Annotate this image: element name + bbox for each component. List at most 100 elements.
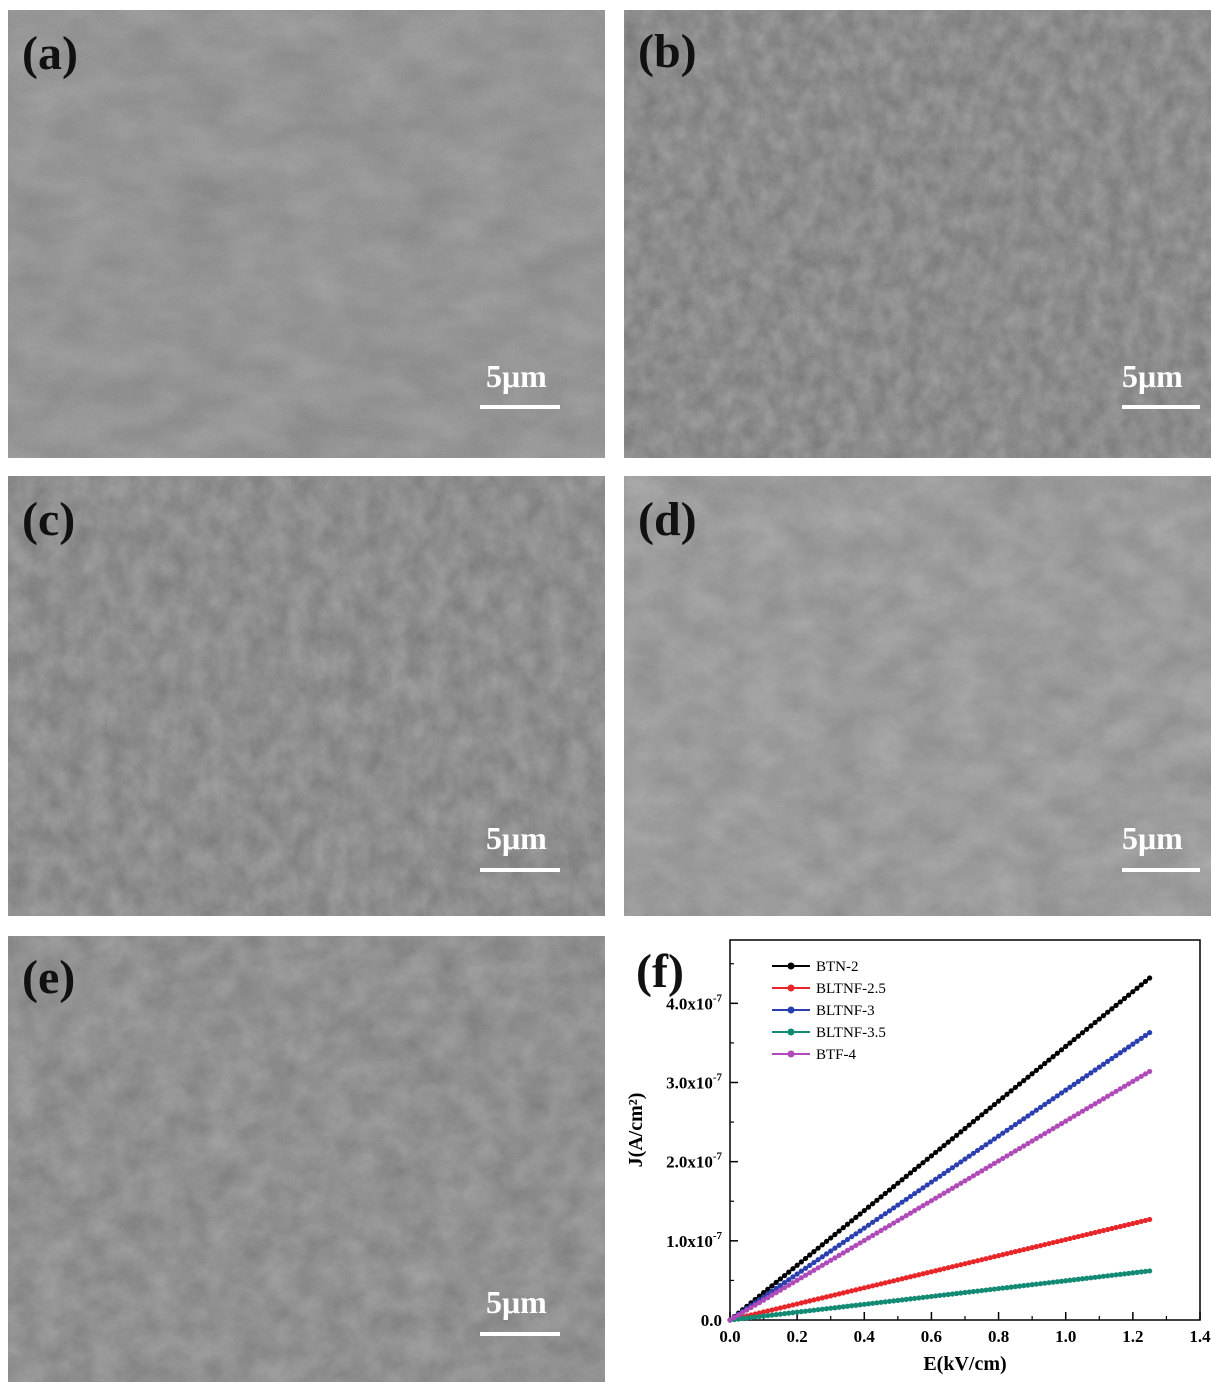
data-point <box>865 1222 872 1228</box>
data-point <box>874 1197 880 1203</box>
legend-label: BLTNF-3.5 <box>816 1025 886 1041</box>
data-point <box>1025 1282 1031 1288</box>
data-point <box>1046 1128 1052 1134</box>
data-point <box>844 1303 851 1309</box>
data-point <box>798 1309 804 1315</box>
data-point <box>744 1315 750 1321</box>
data-point <box>1113 1002 1119 1008</box>
data-point <box>1029 1245 1035 1251</box>
panel-label-a: (a) <box>22 27 78 80</box>
data-point <box>1142 978 1149 985</box>
data-point <box>865 1301 872 1307</box>
data-point <box>991 1136 997 1142</box>
data-point <box>933 1176 939 1182</box>
data-point <box>1054 1093 1060 1099</box>
data-point <box>828 1293 834 1299</box>
sem-image-d: (d) 5μm <box>624 476 1211 916</box>
data-point <box>903 1275 909 1281</box>
data-point <box>962 1261 968 1267</box>
data-point <box>798 1268 804 1274</box>
jv-chart: 0.0 0.2 0.4 0.6 0.8 1.0 1.2 1.4 0.0 1.0x10-7 2.0x1… <box>625 939 1211 1375</box>
data-point <box>790 1274 796 1280</box>
data-point <box>895 1297 901 1303</box>
data-point <box>1012 1121 1018 1128</box>
data-point <box>1046 1098 1052 1105</box>
data-point <box>1117 1086 1123 1092</box>
data-point <box>836 1304 842 1310</box>
data-point <box>807 1252 813 1258</box>
data-point <box>954 1132 960 1138</box>
data-point <box>840 1225 846 1231</box>
data-point <box>844 1289 851 1295</box>
sem-texture-e <box>8 936 605 1382</box>
data-point <box>924 1294 930 1300</box>
data-point <box>1054 1279 1060 1285</box>
data-point <box>865 1284 872 1290</box>
data-point <box>773 1290 779 1296</box>
data-point <box>802 1265 809 1271</box>
data-point <box>882 1211 888 1217</box>
data-point <box>1092 1067 1098 1073</box>
data-point <box>1021 1078 1027 1084</box>
data-point <box>979 1112 985 1118</box>
y-tick-label: 1.0x10-7 <box>666 1230 722 1251</box>
data-point <box>769 1307 775 1313</box>
data-point <box>987 1139 993 1145</box>
scale-bar-c <box>480 868 560 872</box>
data-point <box>1134 1038 1140 1044</box>
data-point <box>949 1165 956 1171</box>
data-point <box>760 1313 767 1319</box>
data-point <box>916 1272 922 1278</box>
panel-label-b: (b) <box>638 25 697 78</box>
data-point <box>1138 1073 1144 1079</box>
data-point <box>870 1201 876 1207</box>
data-point <box>807 1262 813 1268</box>
data-point <box>1029 1138 1035 1144</box>
data-point <box>1058 1237 1065 1244</box>
data-point <box>777 1305 783 1311</box>
data-point <box>916 1205 922 1211</box>
data-point <box>907 1210 914 1216</box>
data-point <box>870 1300 876 1306</box>
data-point <box>849 1234 855 1240</box>
data-point <box>1105 1009 1111 1015</box>
data-point <box>1029 1071 1035 1077</box>
legend-label: BTN-2 <box>816 959 859 975</box>
data-point <box>1016 1145 1023 1152</box>
data-point <box>933 1293 939 1299</box>
data-point <box>928 1179 935 1185</box>
data-point <box>1058 1121 1065 1127</box>
data-point <box>912 1208 918 1214</box>
data-point <box>853 1287 859 1293</box>
data-point <box>1075 1111 1081 1117</box>
data-point <box>769 1292 775 1298</box>
data-point <box>853 1302 859 1308</box>
data-point <box>1130 1078 1136 1084</box>
data-point <box>1100 1227 1107 1234</box>
data-point <box>907 1170 914 1176</box>
data-point <box>941 1266 947 1272</box>
data-point <box>941 1190 947 1196</box>
data-point <box>970 1288 976 1295</box>
data-point <box>949 1264 956 1270</box>
data-point <box>1008 1250 1014 1256</box>
data-point <box>756 1313 762 1320</box>
data-point <box>1092 1101 1098 1107</box>
data-point <box>991 1101 997 1108</box>
data-point <box>1016 1119 1023 1125</box>
data-point <box>995 1133 1002 1139</box>
data-point <box>823 1260 830 1266</box>
data-point <box>798 1259 804 1265</box>
data-point <box>912 1190 918 1197</box>
data-point <box>1138 1269 1144 1275</box>
data-point <box>903 1173 909 1179</box>
data-point <box>1121 1222 1128 1229</box>
data-point <box>1042 1060 1048 1067</box>
data-point <box>832 1305 838 1311</box>
data-point <box>1075 1276 1081 1282</box>
sem-texture-a <box>8 10 605 458</box>
data-point <box>1037 1104 1044 1110</box>
data-point <box>954 1263 960 1269</box>
data-point <box>802 1272 809 1278</box>
data-point <box>777 1287 783 1293</box>
